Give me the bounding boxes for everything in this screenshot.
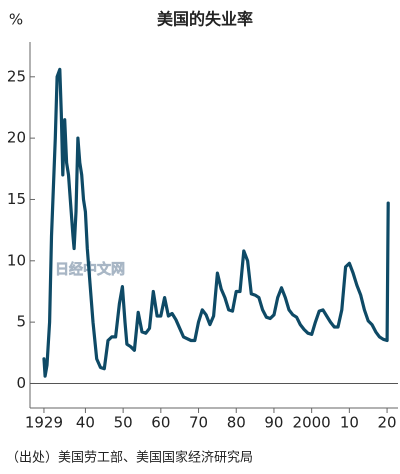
- source: （出处）美国劳工部、美国国家经济研究局: [6, 450, 253, 466]
- x-tick-label: 20: [378, 414, 397, 432]
- y-tick-label: 0: [16, 374, 26, 392]
- x-tick-label: 40: [76, 414, 95, 432]
- x-tick-label: 80: [227, 414, 246, 432]
- y-tick-label: 10: [7, 251, 26, 269]
- x-tick-label: 60: [151, 414, 170, 432]
- x-tick-label: 70: [189, 414, 208, 432]
- x-tick-label: 10: [340, 414, 359, 432]
- y-tick-label: 5: [16, 313, 26, 331]
- x-tick-label: 90: [264, 414, 283, 432]
- y-tick-label: 15: [7, 190, 26, 208]
- y-tick-label: 25: [7, 67, 26, 85]
- x-tick-label: 2000: [293, 414, 331, 432]
- y-axis-label: %: [9, 11, 23, 29]
- y-tick-label: 20: [7, 129, 26, 147]
- x-tick-label: 50: [114, 414, 133, 432]
- chart-title: 美国的失业率: [157, 10, 253, 29]
- data-line: [42, 67, 390, 378]
- x-tick-label: 1929: [25, 414, 63, 432]
